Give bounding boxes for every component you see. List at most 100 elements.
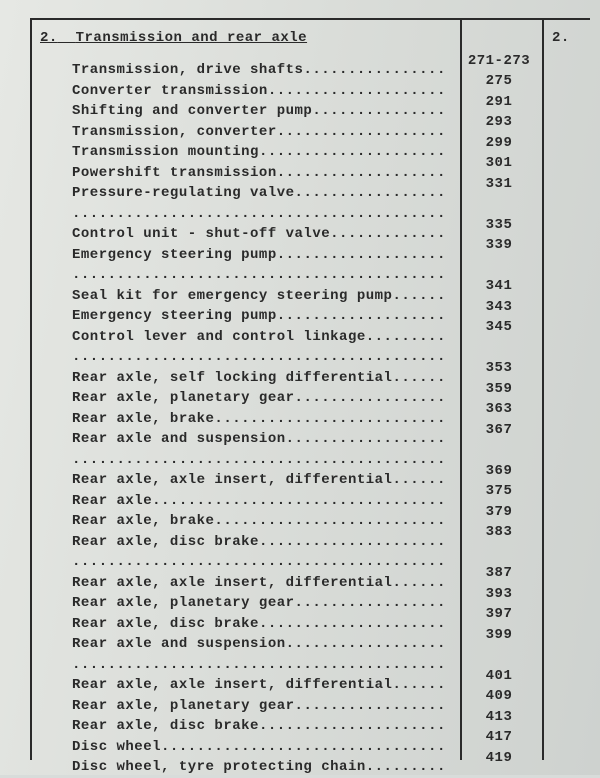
entry-label: Rear axle, planetary gear (72, 390, 295, 406)
toc-entry: ........................................… (40, 655, 454, 676)
entry-label: Shifting and converter pump (72, 103, 312, 119)
leader-dots: ...... (392, 288, 445, 304)
entry-page: 291 (462, 92, 536, 113)
leader-dots: ........................................… (72, 452, 446, 468)
toc-entry: Rear axle, disc brake...................… (40, 716, 454, 737)
description-column: 2. Transmission and rear axle Transmissi… (32, 20, 462, 760)
toc-entry: Emergency steering pump.................… (40, 306, 454, 327)
leader-dots: .................. (286, 431, 446, 447)
toc-entry: Rear axle, brake........................… (40, 409, 454, 430)
leader-dots: ......... (366, 329, 446, 345)
toc-entry: ........................................… (40, 347, 454, 368)
entry-page: 417 (462, 727, 536, 748)
entry-label: Control unit - shut-off valve (72, 226, 330, 242)
entry-label: Powershift transmission (72, 165, 277, 181)
toc-entry: Rear axle, self locking differential....… (40, 368, 454, 389)
entry-page: 387 (462, 563, 536, 584)
entry-page (462, 543, 536, 564)
entry-label: Control lever and control linkage (72, 329, 366, 345)
table-frame: 2. Transmission and rear axle Transmissi… (30, 18, 590, 760)
toc-entry: Rear axle, planetary gear...............… (40, 696, 454, 717)
toc-entry: Seal kit for emergency steering pump....… (40, 286, 454, 307)
entry-page: 369 (462, 461, 536, 482)
adjacent-column-stub: 2. (544, 20, 590, 760)
entry-page: 271-273 (462, 51, 536, 72)
toc-entry: Pressure-regulating valve...............… (40, 183, 454, 204)
adjacent-section-number: 2. (552, 30, 570, 46)
leader-dots: ........................................… (72, 657, 446, 673)
section-number: 2. (40, 30, 58, 46)
toc-entry: Rear axle and suspension................… (40, 634, 454, 655)
entry-label: Transmission mounting (72, 144, 259, 160)
entry-page: 383 (462, 522, 536, 543)
leader-dots: ................. (295, 698, 446, 714)
entry-page: 363 (462, 399, 536, 420)
entry-label: Rear axle, disc brake (72, 534, 259, 550)
entry-label: Seal kit for emergency steering pump (72, 288, 392, 304)
entry-page: 367 (462, 420, 536, 441)
entry-page: 343 (462, 297, 536, 318)
toc-entry: Control lever and control linkage.......… (40, 327, 454, 348)
toc-entry: Rear axle...............................… (40, 491, 454, 512)
leader-dots: ................. (295, 390, 446, 406)
entry-label: Emergency steering pump (72, 247, 277, 263)
leader-dots: .......................... (214, 513, 445, 529)
toc-entry: Rear axle, planetary gear...............… (40, 593, 454, 614)
entry-page: 335 (462, 215, 536, 236)
entry-page: 341 (462, 276, 536, 297)
entry-page: 275 (462, 71, 536, 92)
leader-dots: ......... (366, 759, 446, 775)
entry-label: Rear axle, planetary gear (72, 595, 295, 611)
toc-entry: Rear axle, planetary gear...............… (40, 388, 454, 409)
entry-label: Rear axle, axle insert, differential (72, 575, 392, 591)
entry-page: 353 (462, 358, 536, 379)
leader-dots: ..................... (259, 534, 446, 550)
toc-entry: ........................................… (40, 552, 454, 573)
entry-page: 345 (462, 317, 536, 338)
page: 2. Transmission and rear axle Transmissi… (0, 0, 600, 775)
section-title: Transmission and rear axle (76, 30, 307, 46)
entry-page: 375 (462, 481, 536, 502)
leader-dots: .................. (286, 636, 446, 652)
leader-dots: ................... (277, 124, 446, 140)
leader-dots: ................... (277, 247, 446, 263)
entry-page (462, 645, 536, 666)
toc-entry: Transmission mounting...................… (40, 142, 454, 163)
toc-entry: Transmission, converter.................… (40, 122, 454, 143)
entry-label: Rear axle and suspension (72, 431, 286, 447)
entry-label: Emergency steering pump (72, 308, 277, 324)
page-number-column: 271-273275291293299301331 335339 3413433… (462, 20, 544, 760)
leader-dots: ........................................… (72, 349, 446, 365)
entry-label: Rear axle, disc brake (72, 718, 259, 734)
entry-page: 409 (462, 686, 536, 707)
leader-dots: .......................... (214, 411, 445, 427)
entry-page: 339 (462, 235, 536, 256)
leader-dots: ................. (295, 595, 446, 611)
toc-entry: Rear axle and suspension................… (40, 429, 454, 450)
entry-label: Converter transmission (72, 83, 268, 99)
entry-page: 413 (462, 707, 536, 728)
entry-label: Rear axle (72, 493, 152, 509)
entry-label: Rear axle, axle insert, differential (72, 677, 392, 693)
leader-dots: ................ (303, 62, 445, 78)
leader-dots: ................... (277, 308, 446, 324)
toc-entry: Disc wheel, tyre protecting chain.......… (40, 757, 454, 778)
toc-entry: ........................................… (40, 204, 454, 225)
entry-page: 331 (462, 174, 536, 195)
toc-entry: Rear axle, axle insert, differential....… (40, 675, 454, 696)
toc-entry: Converter transmission..................… (40, 81, 454, 102)
entry-label: Disc wheel (72, 739, 161, 755)
toc-entry: Shifting and converter pump.............… (40, 101, 454, 122)
leader-dots: ...... (392, 677, 445, 693)
leader-dots: ...... (392, 575, 445, 591)
leader-dots: ..................... (259, 144, 446, 160)
entry-label: Rear axle, planetary gear (72, 698, 295, 714)
leader-dots: ................. (295, 185, 446, 201)
entry-label: Rear axle, disc brake (72, 616, 259, 632)
leader-dots: ............. (330, 226, 446, 242)
leader-dots: .................... (268, 83, 446, 99)
toc-entry: Powershift transmission.................… (40, 163, 454, 184)
entry-label: Rear axle, brake (72, 411, 214, 427)
leader-dots: ................................ (161, 739, 446, 755)
toc-entry: Disc wheel..............................… (40, 737, 454, 758)
